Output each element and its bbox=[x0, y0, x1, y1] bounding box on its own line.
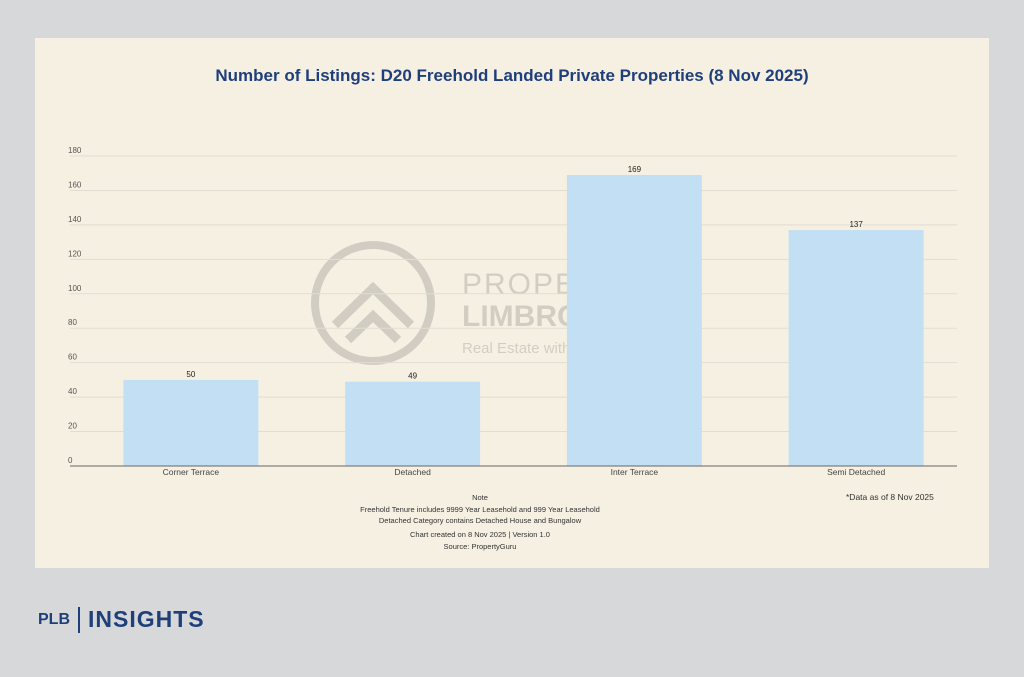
data-label: 137 bbox=[849, 220, 863, 229]
y-tick-label: 80 bbox=[68, 318, 77, 327]
y-tick-label: 120 bbox=[68, 249, 82, 258]
y-tick-label: 60 bbox=[68, 353, 77, 362]
logo-divider bbox=[78, 606, 80, 633]
y-tick-label: 180 bbox=[68, 146, 82, 155]
y-tick-label: 160 bbox=[68, 180, 82, 189]
x-tick-label: Corner Terrace bbox=[163, 467, 220, 477]
note-heading: Note bbox=[472, 493, 488, 502]
y-tick-label: 140 bbox=[68, 215, 82, 224]
chart-created: Chart created on 8 Nov 2025 | Version 1.… bbox=[410, 530, 550, 539]
y-tick-label: 20 bbox=[68, 422, 77, 431]
data-as-of: *Data as of 8 Nov 2025 bbox=[846, 492, 934, 502]
chart-title: Number of Listings: D20 Freehold Landed … bbox=[215, 66, 809, 85]
data-label: 49 bbox=[408, 372, 417, 381]
x-tick-label: Detached bbox=[394, 467, 431, 477]
note-line-2: Detached Category contains Detached Hous… bbox=[378, 516, 582, 525]
bar-corner-terrace bbox=[123, 379, 259, 466]
y-tick-label: 0 bbox=[68, 456, 73, 465]
x-tick-label: Semi Detached bbox=[827, 467, 885, 477]
bar-detached bbox=[345, 381, 481, 466]
bar-semi-detached bbox=[788, 230, 924, 466]
bar-inter-terrace bbox=[566, 174, 702, 466]
x-tick-label: Inter Terrace bbox=[611, 467, 659, 477]
logo-insights: INSIGHTS bbox=[88, 606, 205, 632]
data-label: 50 bbox=[186, 370, 195, 379]
note-line-1: Freehold Tenure includes 9999 Year Lease… bbox=[360, 505, 600, 514]
y-tick-label: 40 bbox=[68, 387, 77, 396]
logo-plb: PLB bbox=[38, 610, 70, 628]
data-label: 169 bbox=[628, 165, 642, 174]
y-tick-label: 100 bbox=[68, 284, 82, 293]
plb-insights-logo: PLB INSIGHTS bbox=[38, 606, 205, 633]
chart-source: Source: PropertyGuru bbox=[443, 542, 517, 551]
